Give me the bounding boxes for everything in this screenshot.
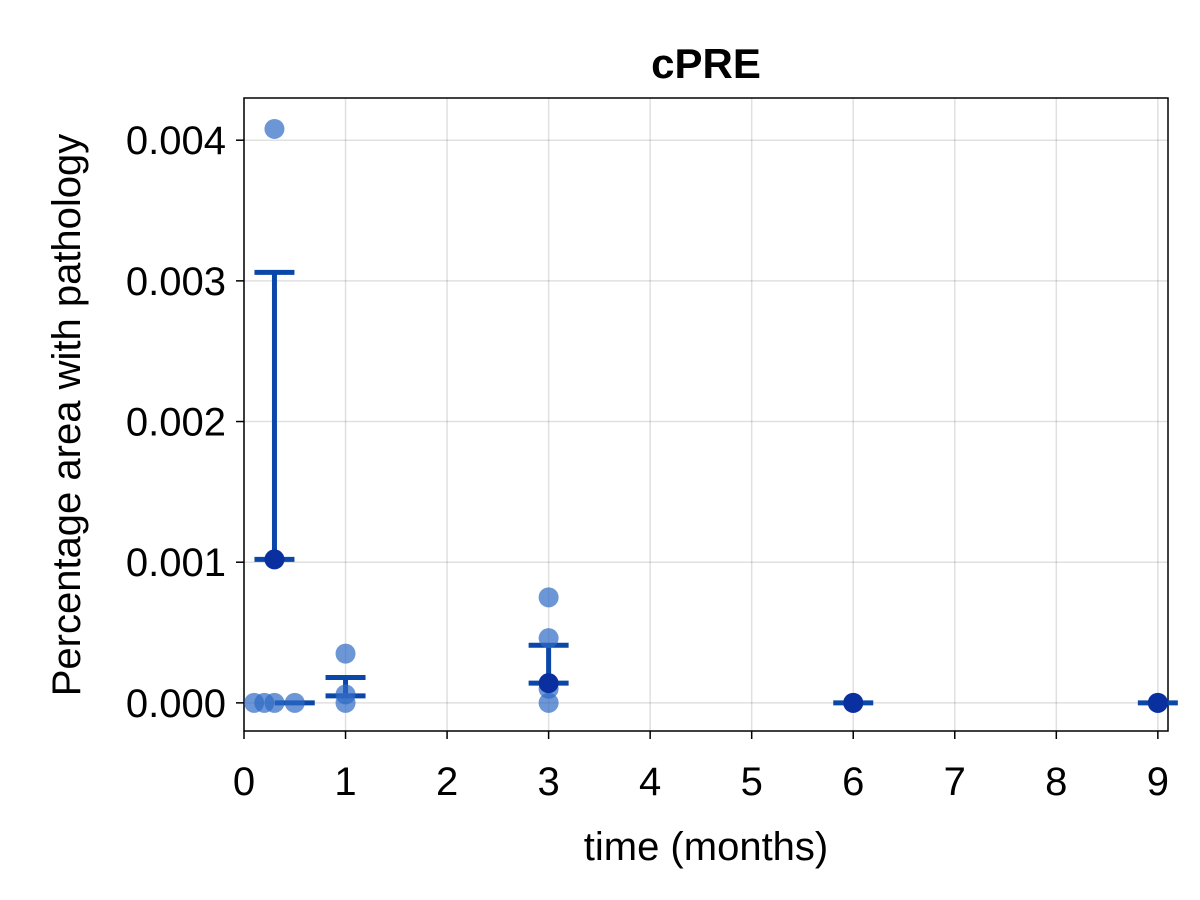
data-point bbox=[335, 684, 356, 705]
chart-title: cPRE bbox=[651, 40, 761, 87]
x-tick-label: 2 bbox=[436, 760, 458, 804]
mean-markers bbox=[264, 549, 1168, 713]
mean-point bbox=[538, 673, 559, 694]
x-tick-label: 6 bbox=[842, 760, 864, 804]
error-bar bbox=[254, 269, 295, 562]
data-point bbox=[264, 118, 285, 139]
y-tick-label: 0.000 bbox=[126, 682, 226, 726]
mean-point bbox=[843, 692, 864, 713]
x-tick-labels: 0 1 2 3 4 5 6 7 8 9 bbox=[233, 760, 1169, 804]
data-point bbox=[335, 643, 356, 664]
data-point bbox=[264, 692, 285, 713]
plot-frame bbox=[243, 97, 1169, 732]
data-point bbox=[538, 628, 559, 649]
y-tick-labels: 0.000 0.001 0.002 0.003 0.004 bbox=[126, 119, 226, 726]
x-tick-label: 1 bbox=[334, 760, 356, 804]
x-axis-label: time (months) bbox=[584, 825, 829, 869]
mean-point bbox=[264, 549, 285, 570]
data-point bbox=[538, 587, 559, 608]
grid-lines bbox=[243, 98, 1168, 731]
axis-ticks bbox=[236, 139, 1159, 739]
error-bars bbox=[254, 269, 1178, 706]
mean-point bbox=[1147, 692, 1168, 713]
y-axis-label: Percentage area with pathology bbox=[45, 134, 89, 697]
x-tick-label: 3 bbox=[537, 760, 559, 804]
y-tick-label: 0.001 bbox=[126, 541, 226, 585]
y-tick-label: 0.002 bbox=[126, 401, 226, 445]
y-tick-label: 0.004 bbox=[126, 119, 226, 163]
x-tick-label: 7 bbox=[944, 760, 966, 804]
x-tick-label: 5 bbox=[741, 760, 763, 804]
x-tick-label: 8 bbox=[1045, 760, 1067, 804]
y-tick-label: 0.003 bbox=[126, 260, 226, 304]
data-points bbox=[244, 118, 1168, 713]
x-tick-label: 4 bbox=[639, 760, 661, 804]
x-tick-label: 9 bbox=[1147, 760, 1169, 804]
data-point bbox=[284, 692, 305, 713]
x-tick-label: 0 bbox=[233, 760, 255, 804]
data-point bbox=[538, 692, 559, 713]
